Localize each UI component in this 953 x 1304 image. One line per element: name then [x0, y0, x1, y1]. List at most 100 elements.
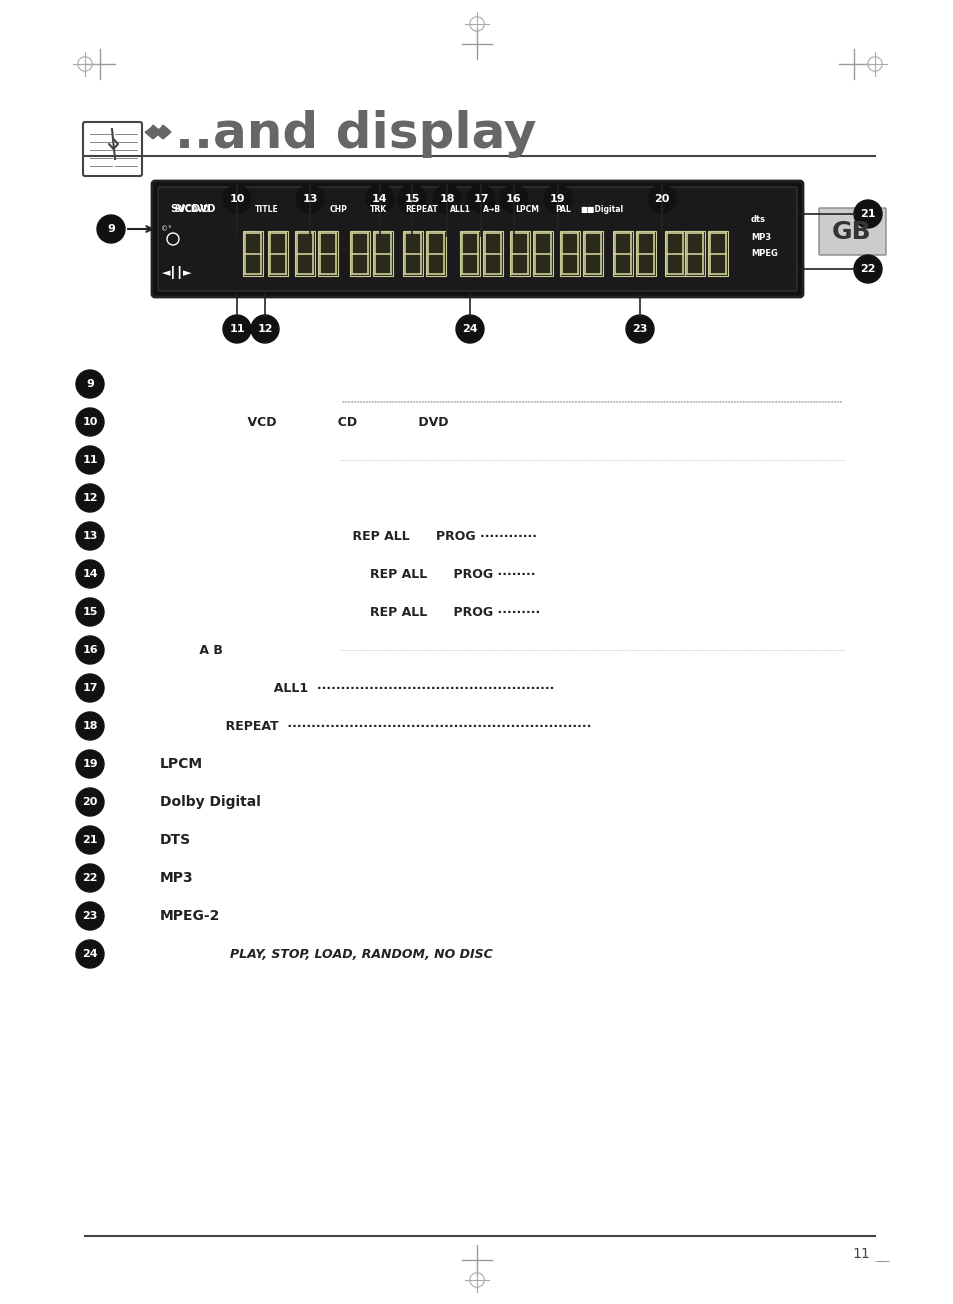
Circle shape [76, 788, 104, 816]
Circle shape [467, 185, 495, 213]
FancyBboxPatch shape [317, 231, 337, 276]
Circle shape [853, 200, 882, 228]
Circle shape [76, 408, 104, 436]
Text: REP ALL      PROG ·········: REP ALL PROG ········· [160, 605, 539, 618]
FancyBboxPatch shape [152, 181, 802, 297]
FancyBboxPatch shape [613, 231, 633, 276]
Circle shape [456, 316, 483, 343]
FancyBboxPatch shape [582, 231, 602, 276]
Text: ALL1  ··················································: ALL1 ···································… [160, 682, 554, 695]
Text: 24: 24 [82, 949, 98, 958]
Text: REPEAT: REPEAT [405, 205, 437, 214]
Text: 15: 15 [404, 194, 419, 203]
Text: MP3: MP3 [750, 232, 770, 241]
Text: 24: 24 [461, 323, 477, 334]
Text: ©°: ©° [161, 226, 172, 232]
Text: 18: 18 [82, 721, 97, 732]
Circle shape [397, 185, 426, 213]
Circle shape [76, 599, 104, 626]
Text: A→B: A→B [482, 205, 500, 214]
Text: 17: 17 [82, 683, 97, 692]
Circle shape [76, 446, 104, 473]
Text: 23: 23 [632, 323, 647, 334]
Text: ..and display: ..and display [174, 110, 536, 158]
FancyBboxPatch shape [268, 231, 288, 276]
Text: TRK: TRK [370, 205, 387, 214]
Text: GB: GB [831, 220, 871, 244]
FancyBboxPatch shape [707, 231, 727, 276]
Circle shape [76, 370, 104, 398]
Text: 21: 21 [82, 835, 97, 845]
Text: SVCDVD: SVCDVD [170, 203, 215, 214]
Text: A B: A B [160, 643, 257, 656]
Text: 18: 18 [438, 194, 455, 203]
Circle shape [366, 185, 394, 213]
Circle shape [76, 865, 104, 892]
Circle shape [295, 185, 324, 213]
Text: REP ALL      PROG ········: REP ALL PROG ········ [160, 567, 535, 580]
FancyBboxPatch shape [243, 231, 263, 276]
Text: 9: 9 [107, 224, 114, 233]
Text: 20: 20 [654, 194, 669, 203]
Circle shape [76, 750, 104, 778]
Text: 17: 17 [473, 194, 488, 203]
Circle shape [223, 185, 251, 213]
Text: 9: 9 [86, 379, 93, 389]
Text: LPCM: LPCM [515, 205, 538, 214]
Text: MPEG-2: MPEG-2 [160, 909, 220, 923]
Text: PLAY, STOP, LOAD, RANDOM, NO DISC: PLAY, STOP, LOAD, RANDOM, NO DISC [160, 948, 493, 961]
FancyBboxPatch shape [294, 231, 314, 276]
FancyBboxPatch shape [510, 231, 530, 276]
Circle shape [76, 902, 104, 930]
Text: VCD              CD              DVD: VCD CD DVD [160, 416, 448, 429]
Circle shape [76, 522, 104, 550]
FancyBboxPatch shape [373, 231, 393, 276]
FancyBboxPatch shape [350, 231, 370, 276]
Text: PAL: PAL [555, 205, 570, 214]
Circle shape [647, 185, 676, 213]
Text: 12: 12 [82, 493, 97, 503]
FancyBboxPatch shape [664, 231, 684, 276]
Polygon shape [156, 126, 170, 138]
Circle shape [76, 825, 104, 854]
Text: ◄┃┃►: ◄┃┃► [162, 266, 193, 279]
Text: 12: 12 [257, 323, 273, 334]
Circle shape [625, 316, 654, 343]
Text: 22: 22 [82, 872, 97, 883]
Text: DTS: DTS [160, 833, 191, 848]
FancyBboxPatch shape [158, 186, 796, 291]
Circle shape [251, 316, 278, 343]
Text: MPEG: MPEG [750, 249, 777, 258]
Text: 11: 11 [229, 323, 245, 334]
Text: 13: 13 [302, 194, 317, 203]
Text: 15: 15 [82, 606, 97, 617]
Text: 19: 19 [82, 759, 98, 769]
Circle shape [76, 559, 104, 588]
Polygon shape [146, 126, 160, 138]
FancyBboxPatch shape [402, 231, 422, 276]
Text: 14: 14 [372, 194, 388, 203]
FancyBboxPatch shape [426, 231, 446, 276]
Text: ■■Digital: ■■Digital [579, 205, 622, 214]
Circle shape [499, 185, 527, 213]
Text: LPCM: LPCM [160, 758, 203, 771]
Text: REPEAT  ································································: REPEAT ·································… [160, 720, 591, 733]
Circle shape [223, 316, 251, 343]
FancyBboxPatch shape [482, 231, 502, 276]
Circle shape [76, 712, 104, 739]
Text: 13: 13 [82, 531, 97, 541]
Text: ALL1: ALL1 [450, 205, 471, 214]
FancyBboxPatch shape [636, 231, 656, 276]
Text: 11: 11 [851, 1247, 869, 1261]
FancyBboxPatch shape [533, 231, 553, 276]
Text: 16: 16 [82, 645, 98, 655]
FancyBboxPatch shape [684, 231, 704, 276]
Circle shape [543, 185, 572, 213]
Text: 21: 21 [860, 209, 875, 219]
Text: CHP: CHP [330, 205, 348, 214]
Text: 23: 23 [82, 911, 97, 921]
Circle shape [433, 185, 460, 213]
Text: 22: 22 [860, 263, 875, 274]
Text: MP3: MP3 [160, 871, 193, 885]
Text: Dolby Digital: Dolby Digital [160, 795, 260, 808]
